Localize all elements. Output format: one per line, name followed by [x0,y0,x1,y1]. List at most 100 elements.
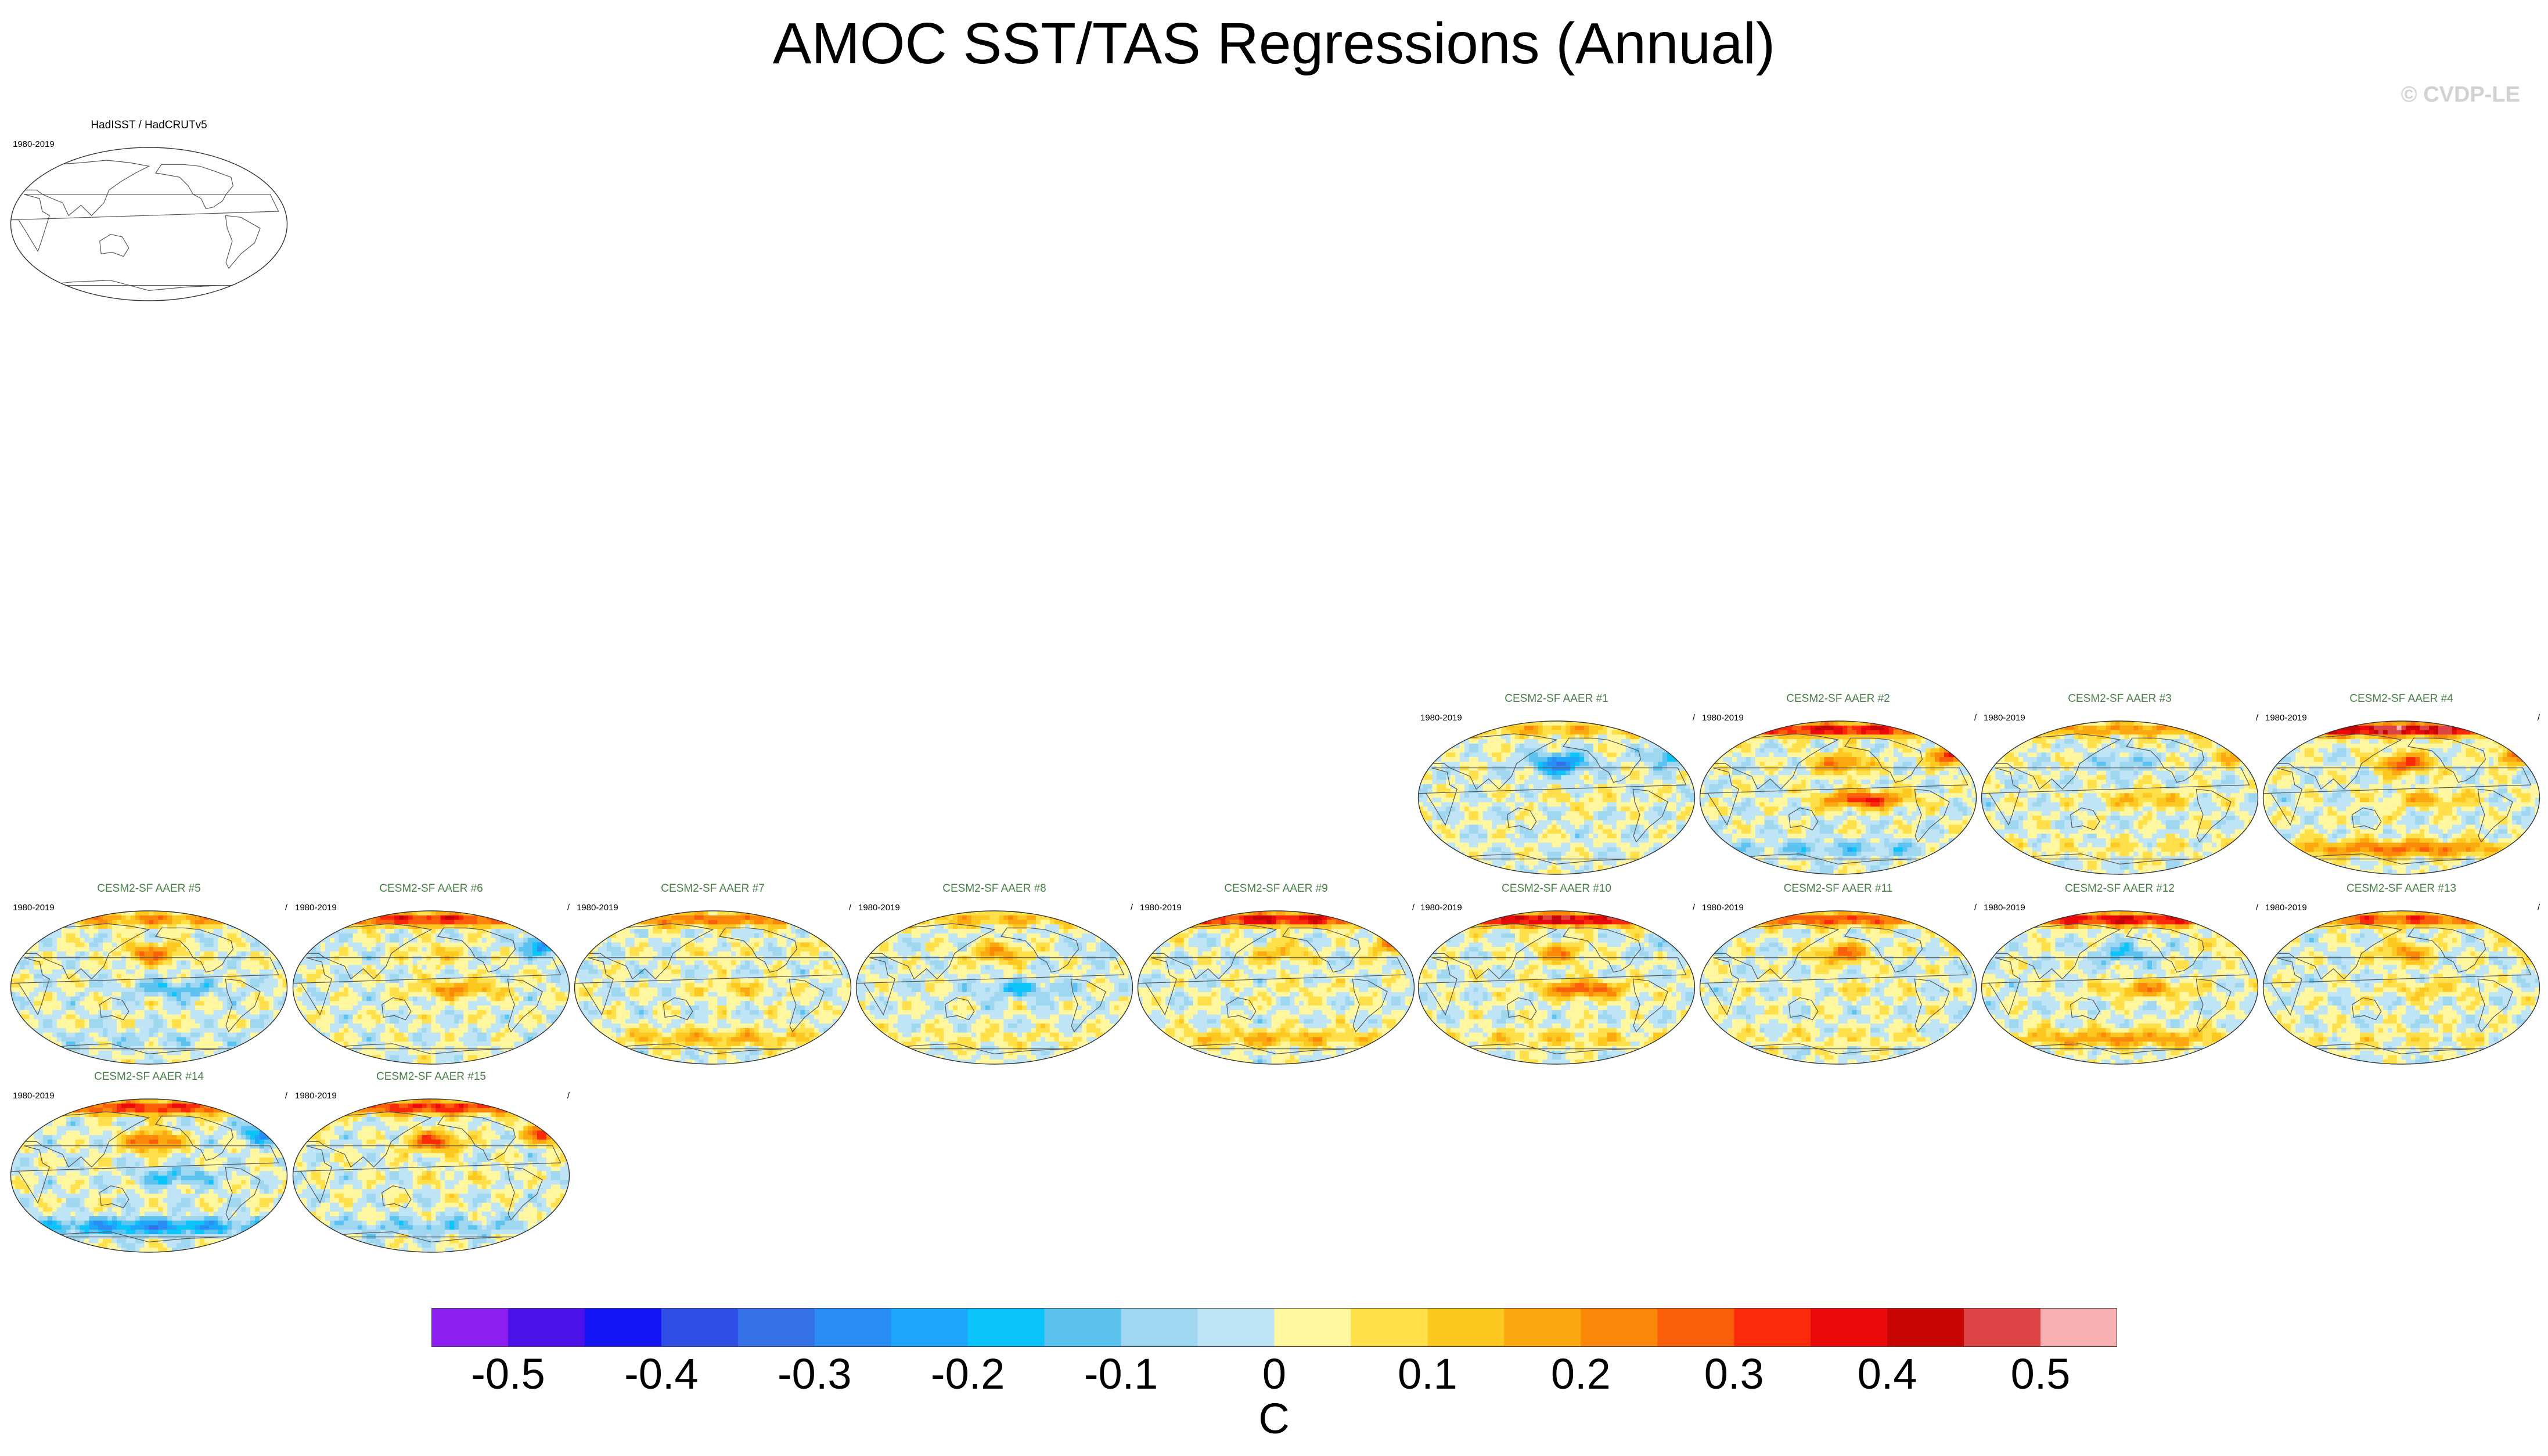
field-cell [2184,730,2190,735]
field-cell [1671,829,1677,834]
field-cell [1810,770,1816,776]
field-cell [1644,852,1649,857]
field-cell [2032,775,2038,780]
field-cell [2110,779,2116,785]
field-cell [1690,784,1695,790]
field-cell [1667,721,1672,726]
field-cell [1593,824,1599,830]
field-cell [1838,847,1843,852]
field-cell [1575,784,1580,790]
field-cell [1967,748,1973,753]
field-cell [1957,870,1963,874]
field-cell [2170,721,2176,726]
field-cell [1801,820,1806,826]
field-cell [2115,730,2121,735]
field-cell [1746,761,1751,767]
field-cell [1589,802,1594,808]
field-cell [1981,730,1986,735]
field-cell [1838,842,1843,848]
field-cell [1658,761,1663,767]
field-cell [1948,798,1954,803]
field-cell [1755,770,1761,776]
field-cell [1593,725,1599,731]
field-cell [1723,852,1728,857]
field-cell [1542,775,1548,780]
field-cell [1967,757,1973,762]
field-cell [1464,860,1470,866]
field-cell [1565,842,1571,848]
field-cell [1427,820,1433,826]
field-cell [1506,752,1511,758]
field-cell [1621,865,1626,870]
field-cell [1593,761,1599,767]
field-cell [2248,779,2254,785]
field-cell [1451,770,1456,776]
field-cell [2064,779,2070,785]
field-cell [1667,824,1672,830]
field-cell [2000,766,2005,771]
field-cell [1787,725,1793,731]
field-cell [1542,784,1548,790]
field-cell [1856,761,1862,767]
field-cell [1625,852,1631,857]
field-cell [1635,752,1640,758]
field-cell [1875,852,1880,857]
field-cell [1709,816,1714,821]
field-cell [1552,779,1557,785]
field-cell [1875,842,1880,848]
field-cell [1441,761,1446,767]
coastline [1562,737,1642,783]
field-cell [1520,824,1525,830]
field-cell [1575,847,1580,852]
field-cell [1427,806,1433,812]
field-cell [1723,824,1728,830]
field-cell [1432,748,1437,753]
field-cell [1584,842,1589,848]
field-cell [2050,761,2056,767]
field-cell [1898,829,1903,834]
field-cell [1451,739,1456,744]
field-cell [1584,770,1589,776]
field-cell [1759,770,1765,776]
field-cell [1478,739,1484,744]
field-cell [1824,739,1830,744]
field-cell [1824,865,1830,870]
field-cell [1644,870,1649,874]
field-cell [1611,806,1617,812]
field-cell [1806,752,1811,758]
field-cell [1644,775,1649,780]
field-cell [1842,721,1848,726]
field-cell [1741,820,1747,826]
field-cell [1838,775,1843,780]
field-cell [1469,739,1474,744]
field-cell [1842,730,1848,735]
field-cell [1570,820,1575,826]
field-cell [2198,734,2203,740]
field-cell [1750,847,1756,852]
field-cell [1616,829,1622,834]
field-cell [1635,816,1640,821]
field-cell [1520,779,1525,785]
field-cell [1432,842,1437,848]
field-cell [1930,730,1935,735]
field-cell [1930,820,1935,826]
field-cell [1469,725,1474,731]
field-cell [1662,852,1668,857]
field-cell [1829,829,1834,834]
field-cell [1764,793,1770,798]
field-cell [2083,770,2088,776]
field-cell [1866,752,1871,758]
field-cell [1902,770,1908,776]
field-cell [1750,725,1756,731]
field-cell [1441,721,1446,726]
field-cell [1653,852,1658,857]
field-cell [1455,775,1460,780]
field-cell [1962,788,1968,794]
field-cell [2234,721,2240,726]
field-cell [1432,824,1437,830]
field-cell [1676,748,1682,753]
field-cell [1709,829,1714,834]
field-cell [1469,860,1474,866]
field-cell [1496,775,1502,780]
field-cell [1769,860,1774,866]
